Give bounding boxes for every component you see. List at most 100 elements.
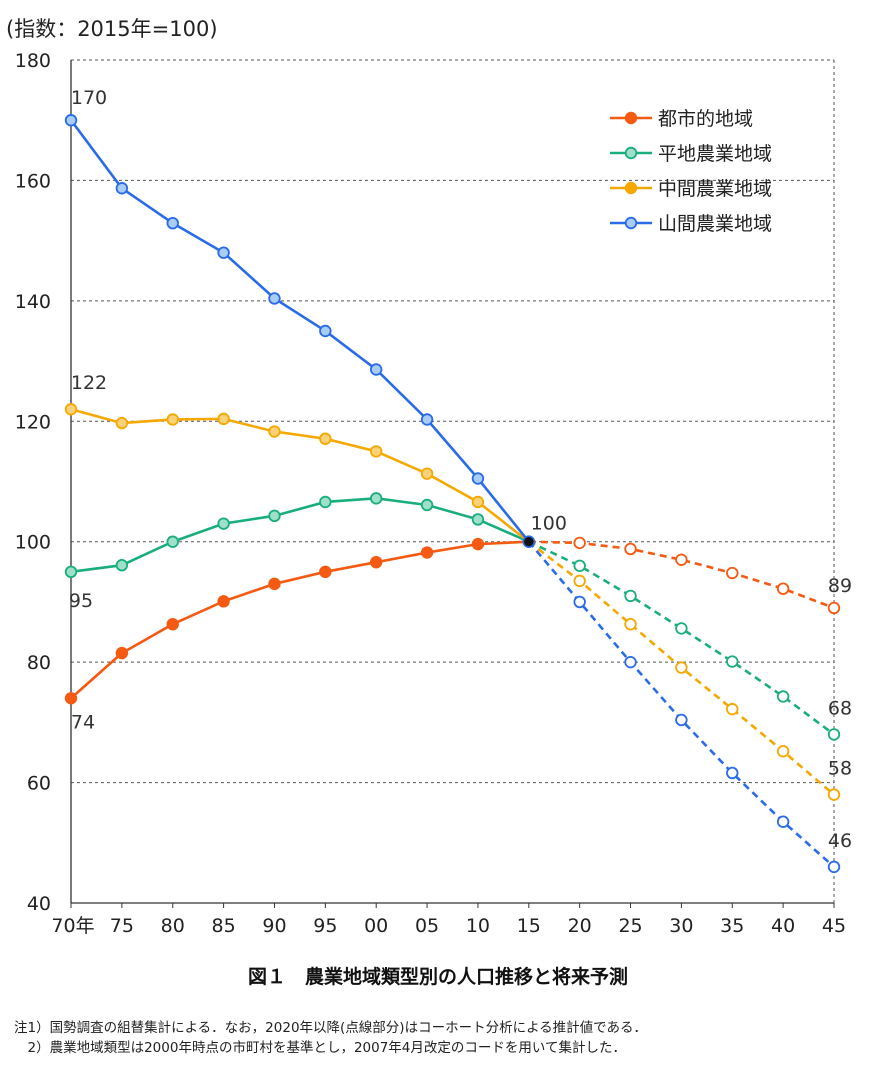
data-label: 95 bbox=[69, 590, 93, 612]
x-tick-label: 30 bbox=[669, 915, 693, 937]
x-tick-label: 90 bbox=[262, 915, 286, 937]
legend-item: 都市的地域 bbox=[610, 108, 753, 130]
y-tick-label: 180 bbox=[15, 50, 51, 72]
legend-item: 中間農業地域 bbox=[610, 178, 772, 200]
data-point bbox=[115, 558, 129, 572]
data-point bbox=[370, 492, 383, 505]
data-point bbox=[675, 713, 688, 727]
data-point bbox=[370, 555, 383, 569]
data-point bbox=[319, 495, 332, 509]
series-0 bbox=[70, 540, 835, 700]
data-label: 89 bbox=[828, 575, 852, 597]
data-point bbox=[624, 618, 637, 631]
x-tick-label: 25 bbox=[618, 915, 642, 937]
data-label: 122 bbox=[71, 372, 107, 394]
x-tick-label: 20 bbox=[568, 915, 592, 937]
legend-item: 平地農業地域 bbox=[610, 143, 772, 165]
series-line-actual bbox=[69, 119, 530, 543]
data-point bbox=[471, 495, 485, 509]
data-point bbox=[420, 546, 434, 559]
data-point bbox=[319, 324, 332, 338]
series-line-actual bbox=[70, 497, 530, 574]
y-tick-label: 40 bbox=[27, 893, 51, 915]
data-point bbox=[115, 416, 129, 430]
legend-label: 平地農業地域 bbox=[658, 143, 772, 165]
legend-label: 中間農業地域 bbox=[658, 178, 772, 200]
y-tick-label: 60 bbox=[27, 773, 51, 795]
data-point bbox=[776, 745, 790, 758]
legend-label: 山間農業地域 bbox=[658, 213, 772, 235]
series-line-projected bbox=[528, 540, 835, 610]
data-point bbox=[624, 542, 637, 556]
data-point bbox=[726, 566, 739, 580]
data-point bbox=[471, 513, 485, 526]
legend-swatch-marker bbox=[624, 216, 638, 230]
data-point bbox=[166, 216, 179, 230]
legend-label: 都市的地域 bbox=[658, 108, 753, 130]
data-point-base-2015 bbox=[522, 535, 536, 549]
series-markers-0 bbox=[64, 536, 841, 705]
data-point bbox=[776, 815, 790, 828]
series-line-actual bbox=[70, 540, 529, 700]
data-point bbox=[726, 702, 739, 716]
data-point bbox=[64, 403, 78, 416]
data-point bbox=[726, 655, 739, 668]
data-labels: 170 122 95 74 100 89 68 58 46 bbox=[69, 87, 852, 852]
footnotes: 注1）国勢調査の組替集計による．なお，2020年以降(点線部分)はコーホート分析… bbox=[14, 1018, 647, 1058]
y-tick-label: 100 bbox=[15, 532, 51, 554]
data-label: 68 bbox=[828, 697, 852, 719]
y-tick-label: 120 bbox=[15, 411, 51, 433]
legend-swatch-marker bbox=[624, 146, 638, 160]
data-point bbox=[471, 537, 485, 551]
series-lines bbox=[64, 114, 841, 874]
x-tick-label: 40 bbox=[771, 915, 795, 937]
data-point bbox=[573, 559, 586, 573]
data-point bbox=[217, 517, 230, 530]
data-point bbox=[64, 114, 78, 127]
series-markers-3 bbox=[64, 114, 841, 874]
y-tick-label: 140 bbox=[15, 291, 51, 313]
x-tick-label: 00 bbox=[364, 915, 388, 937]
legend-item: 山間農業地域 bbox=[610, 213, 772, 235]
series-markers-2 bbox=[64, 403, 841, 801]
x-tick-label: 75 bbox=[110, 915, 134, 937]
series-1 bbox=[70, 497, 835, 736]
data-point bbox=[776, 582, 790, 595]
data-point bbox=[624, 589, 637, 603]
grid-lines bbox=[71, 59, 835, 903]
x-tick-label: 05 bbox=[415, 915, 439, 937]
data-point bbox=[370, 445, 383, 458]
data-label: 74 bbox=[71, 711, 95, 733]
x-tick-label: 85 bbox=[212, 915, 236, 937]
axes: 40 60 80 100 120 140 160 180 70年 75 80 85 90 95 00 05 10… bbox=[15, 50, 846, 937]
x-tick-label: 15 bbox=[517, 915, 541, 937]
data-point bbox=[319, 565, 332, 579]
data-point bbox=[166, 535, 179, 548]
figure-title: 図１ 農業地域類型別の人口推移と将来予測 bbox=[247, 966, 628, 988]
data-point bbox=[166, 413, 179, 426]
legend-swatch-marker bbox=[624, 111, 638, 125]
y-tick-label: 160 bbox=[15, 170, 51, 192]
data-point bbox=[268, 509, 281, 523]
data-point bbox=[573, 536, 586, 550]
x-tick-label: 35 bbox=[720, 915, 744, 937]
data-point bbox=[217, 595, 230, 608]
data-point bbox=[268, 577, 281, 591]
data-point bbox=[624, 655, 637, 669]
data-point bbox=[827, 601, 841, 615]
y-unit-label: (指数：2015年=100) bbox=[6, 17, 218, 41]
data-point bbox=[827, 728, 841, 741]
x-tick-label: 45 bbox=[822, 915, 846, 937]
data-point bbox=[573, 595, 586, 609]
y-tick-label: 80 bbox=[27, 652, 51, 674]
data-point bbox=[319, 432, 332, 445]
footnote-2: 2）農業地域類型は2000年時点の市町村を基準とし，2007年4月改定のコードを… bbox=[14, 1040, 626, 1056]
series-line-actual bbox=[70, 407, 530, 543]
data-label: 58 bbox=[828, 758, 852, 780]
data-label: 100 bbox=[531, 513, 567, 535]
data-point bbox=[675, 553, 688, 566]
data-point bbox=[64, 565, 78, 579]
data-point bbox=[573, 574, 586, 588]
series-2 bbox=[70, 407, 835, 796]
